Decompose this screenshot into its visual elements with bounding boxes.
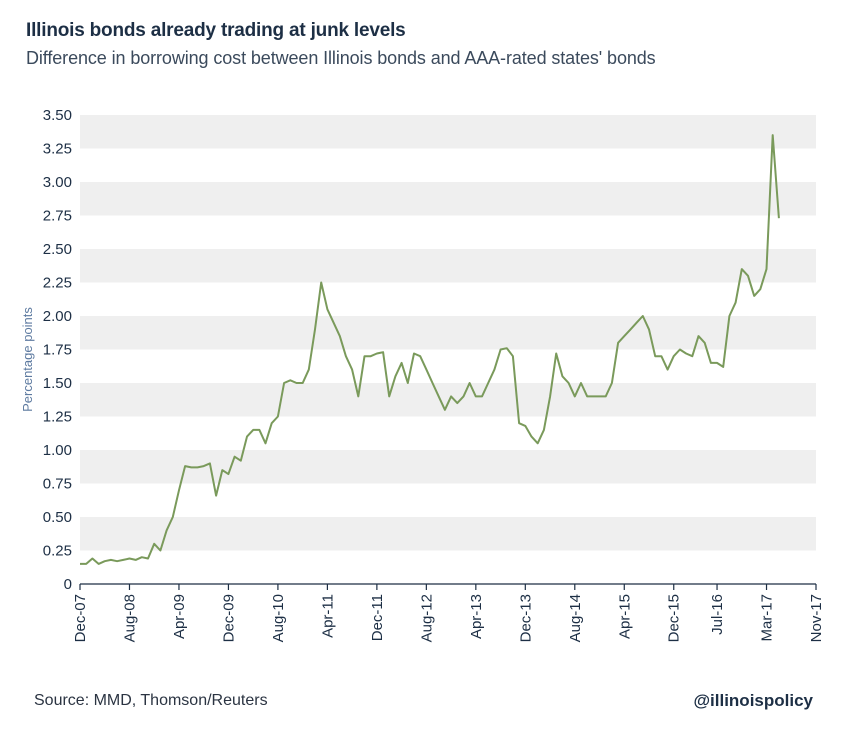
y-tick-label: 2.00 — [43, 308, 72, 325]
chart-title: Illinois bonds already trading at junk l… — [26, 20, 406, 41]
y-tick-label: 0.75 — [43, 476, 72, 493]
y-tick-label: 1.75 — [43, 342, 72, 359]
y-axis-ticks: 0 0.25 0.50 0.75 1.00 1.25 1.50 1.75 2.00 2.25 2.5… — [43, 107, 72, 593]
grid-band — [80, 182, 816, 216]
y-tick-label: 0.50 — [43, 509, 72, 526]
x-tick-label: Apr-15 — [616, 594, 633, 639]
series-line — [80, 134, 780, 565]
grid-band — [80, 249, 816, 283]
y-tick-label: 3.25 — [43, 141, 72, 158]
y-tick-label: 0.25 — [43, 543, 72, 560]
grid-band — [80, 316, 816, 350]
twitter-handle: @illinoispolicy — [693, 691, 813, 710]
y-tick-label: 2.25 — [43, 275, 72, 292]
x-tick-label: Jul-16 — [709, 594, 726, 635]
grid-band — [80, 115, 816, 149]
x-tick-label: Nov-17 — [808, 594, 825, 642]
x-tick-label: Dec-09 — [220, 594, 237, 642]
grid-band — [80, 517, 816, 551]
x-tick-label: Aug-10 — [270, 594, 287, 642]
y-tick-label: 2.75 — [43, 208, 72, 225]
x-tick-label: Dec-15 — [666, 594, 683, 642]
x-tick-label: Apr-13 — [468, 594, 485, 639]
y-axis-label: Percentage points — [20, 307, 35, 412]
y-tick-label: 1.50 — [43, 375, 72, 392]
y-tick-label: 2.50 — [43, 241, 72, 258]
grid-bands — [80, 115, 816, 551]
x-tick-label: Aug-14 — [567, 594, 584, 642]
x-axis: Dec-07 Aug-08 Apr-09 Dec-09 Aug-10 Apr-11 Dec-… — [72, 583, 825, 642]
grid-band — [80, 383, 816, 417]
y-tick-label: 1.00 — [43, 442, 72, 459]
x-tick-label: Mar-17 — [759, 594, 776, 642]
y-tick-label: 0 — [64, 576, 72, 593]
x-tick-label: Aug-08 — [121, 594, 138, 642]
y-tick-label: 3.50 — [43, 107, 72, 124]
x-tick-label: Dec-07 — [72, 594, 89, 642]
x-tick-label: Aug-12 — [418, 594, 435, 642]
chart-subtitle: Difference in borrowing cost between Ill… — [26, 48, 656, 68]
x-tick-label: Apr-11 — [319, 594, 336, 638]
y-tick-label: 1.25 — [43, 409, 72, 426]
y-tick-label: 3.00 — [43, 174, 72, 191]
x-tick-label: Apr-09 — [171, 594, 188, 639]
x-tick-label: Dec-13 — [517, 594, 534, 642]
series-group — [80, 134, 780, 565]
x-tick-label: Dec-11 — [369, 594, 386, 641]
source-note: Source: MMD, Thomson/Reuters — [34, 692, 268, 709]
